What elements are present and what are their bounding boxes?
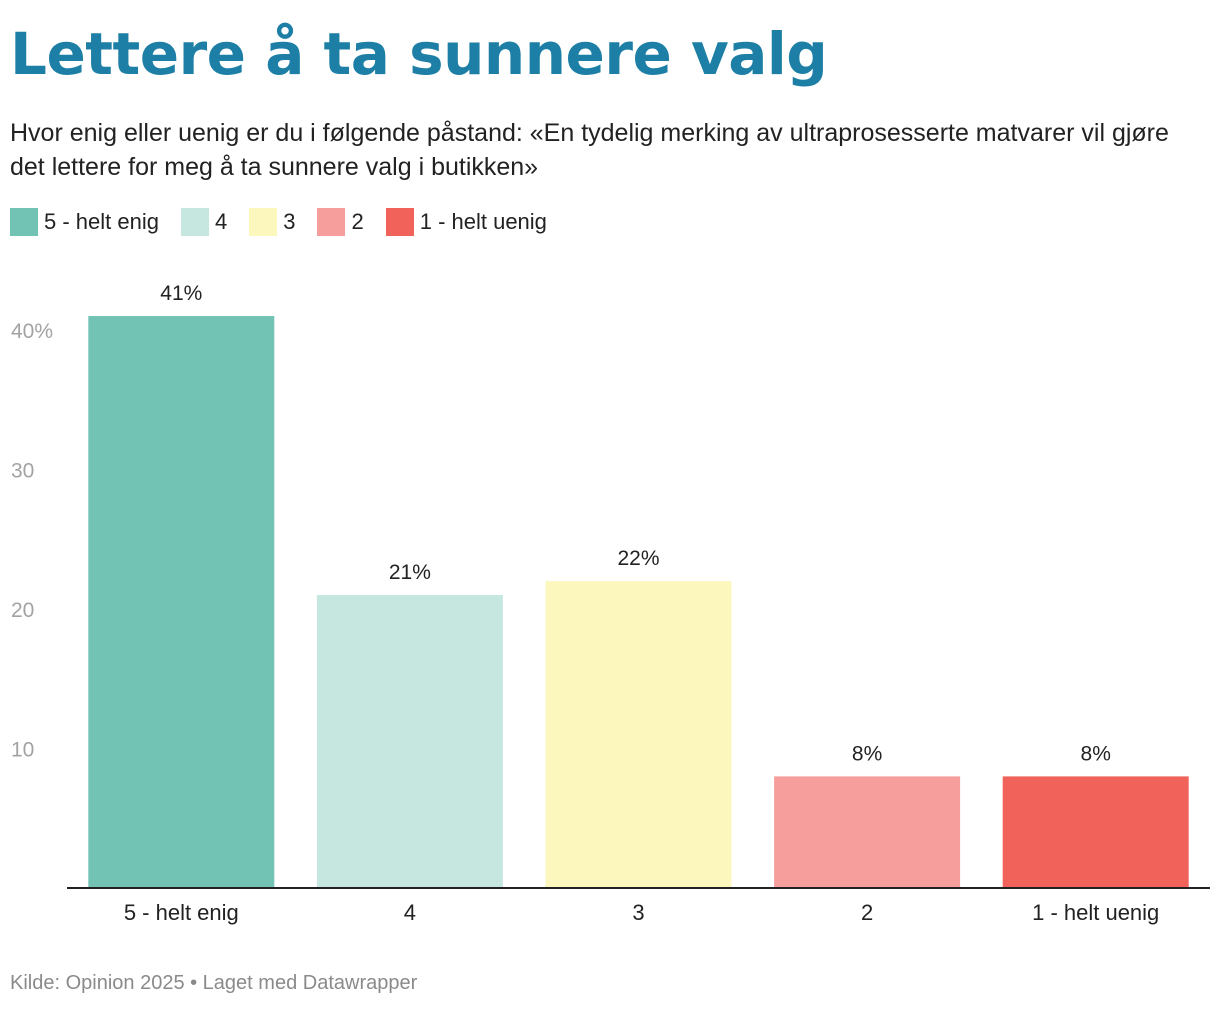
x-category-label: 1 - helt uenig — [1032, 900, 1159, 925]
bar-value-label: 8% — [1081, 742, 1111, 765]
y-tick-label: 40% — [11, 320, 53, 343]
bar-value-label: 8% — [852, 742, 882, 765]
legend-label: 3 — [283, 209, 296, 234]
legend-label: 4 — [214, 209, 228, 234]
bar — [316, 595, 503, 888]
legend-item: 1 - helt uenig — [385, 208, 547, 236]
legend-swatch — [180, 208, 209, 236]
x-category-label: 2 — [861, 900, 873, 925]
legend: 5 - helt enig 4 3 2 1 - helt uenig — [10, 206, 569, 238]
bar-value-label: 22% — [617, 547, 659, 570]
x-category-label: 4 — [404, 900, 416, 925]
legend-item: 5 - helt enig — [10, 208, 159, 236]
bar-value-label: 21% — [389, 561, 431, 584]
legend-item: 3 — [249, 208, 295, 236]
legend-item: 4 — [180, 208, 228, 236]
bar — [1002, 776, 1189, 888]
legend-swatch — [385, 208, 414, 236]
bar-chart: 10 20 30 40% 41% 5 - helt enig 21% 4 22% 3 8% 2 8% 1 … — [11, 282, 1210, 925]
bar — [774, 776, 961, 888]
chart-title: Lettere å ta sunnere valg — [10, 20, 828, 88]
legend-swatch — [10, 208, 38, 236]
y-tick-label: 30 — [11, 460, 34, 483]
legend-label: 1 - helt uenig — [419, 209, 547, 234]
legend-swatch — [249, 208, 278, 236]
x-category-label: 5 - helt enig — [124, 900, 239, 925]
legend-swatch — [317, 208, 346, 236]
bar-value-label: 41% — [160, 282, 202, 305]
bar — [88, 316, 275, 888]
bar — [545, 581, 732, 888]
legend-label: 5 - helt enig — [44, 209, 159, 234]
chart-subtitle: Hvor enig eller uenig er du i følgende p… — [10, 119, 1169, 181]
legend-item: 2 — [317, 208, 364, 236]
source-footer: Kilde: Opinion 2025 • Laget med Datawrap… — [10, 972, 418, 994]
legend-label: 2 — [351, 209, 364, 234]
y-tick-label: 10 — [11, 739, 34, 762]
y-tick-label: 20 — [11, 599, 34, 622]
x-category-label: 3 — [632, 900, 644, 925]
